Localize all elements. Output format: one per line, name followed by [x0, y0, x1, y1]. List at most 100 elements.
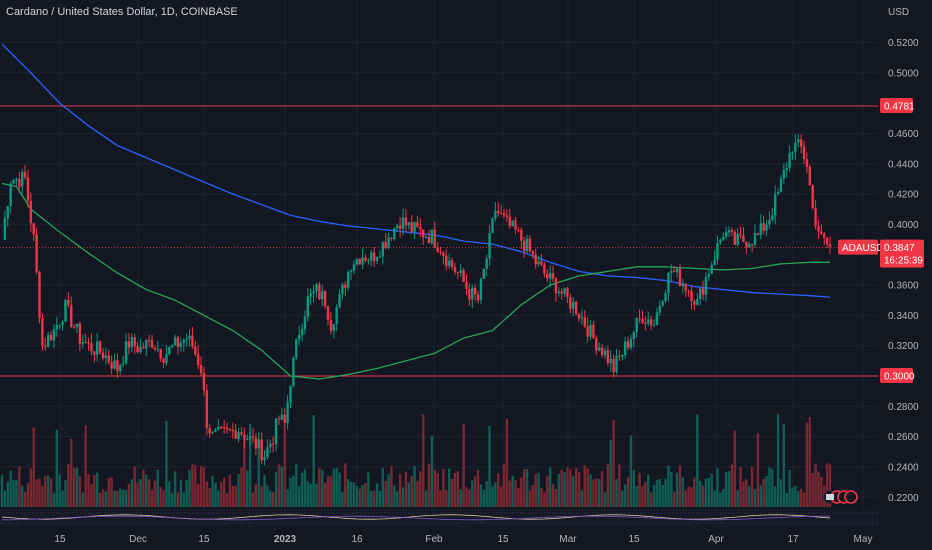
- chart-title: Cardano / United States Dollar, 1D, COIN…: [6, 6, 238, 18]
- volume-bar: [64, 480, 67, 507]
- volume-bar: [771, 468, 774, 507]
- volume-bar: [185, 480, 188, 507]
- y-tick-label: 0.2400: [888, 462, 919, 473]
- candle-body: [217, 426, 220, 430]
- bottom-level-tag-bg: [880, 368, 913, 383]
- candle-body: [727, 230, 731, 233]
- candle-body: [491, 218, 494, 234]
- candle-body: [323, 291, 327, 307]
- volume-bar: [511, 475, 514, 507]
- candle-body: [318, 284, 321, 300]
- y-axis-unit: USD: [888, 7, 909, 18]
- volume-bar: [335, 467, 338, 507]
- volume-bar: [283, 422, 286, 507]
- candle-body: [759, 223, 762, 235]
- candle-body: [153, 347, 157, 350]
- volume-bar: [358, 488, 361, 507]
- oscillator-line: [1, 514, 831, 520]
- price-axis[interactable]: 0.5200 0.5000 0.4600 0.4400 0.4200 0.4000 0.36…: [888, 7, 919, 504]
- volume-bar: [522, 469, 526, 507]
- candle-body: [150, 340, 154, 348]
- time-axis[interactable]: 15 Dec 15 2023 16 Feb 15 Mar 15 Apr 17 May: [54, 534, 872, 545]
- candle-body: [459, 270, 462, 273]
- volume-bar: [188, 470, 191, 507]
- candle-body: [543, 264, 546, 274]
- candle-body: [277, 418, 281, 420]
- candle-body: [600, 347, 604, 356]
- volume-bar: [121, 489, 125, 507]
- candle-body: [644, 322, 647, 324]
- countdown-tag: 16:25:39: [884, 256, 923, 267]
- volume-bar: [681, 477, 685, 507]
- volume-bar: [442, 469, 445, 507]
- volume-bar: [603, 492, 607, 507]
- volume-bar: [124, 490, 128, 507]
- candle-body: [214, 429, 217, 432]
- candle-body: [762, 223, 765, 231]
- candle-body: [347, 271, 350, 288]
- volume-bar: [447, 468, 451, 507]
- candle-body: [574, 301, 578, 314]
- candle-body: [788, 153, 791, 168]
- volume-bar: [70, 438, 73, 507]
- volume-bar: [459, 489, 462, 507]
- volume-bar: [243, 439, 246, 507]
- candle-body: [254, 437, 258, 449]
- candle-body: [292, 357, 295, 386]
- y-tick-label: 0.4000: [888, 220, 919, 231]
- volume-bar: [615, 479, 618, 507]
- candle-body: [168, 346, 171, 355]
- candle-body: [811, 185, 814, 209]
- volume-bar: [606, 463, 610, 507]
- volume-bar: [828, 464, 832, 507]
- candle-body: [280, 414, 284, 420]
- candle-body: [303, 316, 307, 330]
- candle-body: [823, 233, 826, 238]
- volume-bar: [791, 487, 794, 507]
- candle-body: [508, 216, 511, 227]
- candle-body: [742, 235, 745, 242]
- volume-bar: [81, 492, 84, 507]
- candle-body: [722, 236, 725, 240]
- volume-bar: [3, 490, 7, 507]
- candle-body: [312, 291, 315, 294]
- volume-bar: [271, 492, 275, 507]
- volume-bar: [456, 471, 460, 507]
- candle-body: [675, 268, 679, 272]
- volume-bar: [664, 478, 667, 507]
- candle-body: [289, 385, 292, 403]
- volume-bar: [482, 489, 485, 507]
- volume-bar: [329, 476, 333, 507]
- candle-body: [243, 434, 246, 440]
- volume-bar: [393, 485, 396, 507]
- oscillator-background: [0, 510, 878, 527]
- volume-bar: [196, 484, 200, 507]
- volume-bar: [159, 487, 162, 507]
- candle-body: [269, 443, 272, 448]
- volume-bar: [321, 470, 324, 507]
- bottom-level-tag: 0.3000: [884, 372, 915, 383]
- volume-bar: [147, 479, 151, 507]
- candle-body: [661, 301, 664, 306]
- volume-bar: [543, 492, 546, 507]
- volume-bar: [139, 479, 142, 507]
- volume-bar: [162, 490, 165, 507]
- candle-body: [136, 346, 139, 352]
- volume-bar: [788, 469, 791, 507]
- y-tick-label: 0.4200: [888, 190, 919, 201]
- candle-body: [370, 252, 373, 261]
- volume-bar: [658, 478, 661, 507]
- y-tick-label: 0.2200: [888, 493, 919, 504]
- volume-bar: [72, 467, 76, 507]
- candle-body: [517, 229, 520, 231]
- candle-body: [719, 239, 722, 243]
- volume-bar: [127, 483, 131, 507]
- x-tick-label: 15: [198, 534, 210, 545]
- moving-average-line: [1, 182, 830, 380]
- volume-bar: [583, 465, 586, 507]
- candle-body: [791, 152, 794, 154]
- volume-bar: [820, 477, 823, 507]
- volume-bar: [782, 423, 786, 507]
- candle-body: [257, 439, 260, 449]
